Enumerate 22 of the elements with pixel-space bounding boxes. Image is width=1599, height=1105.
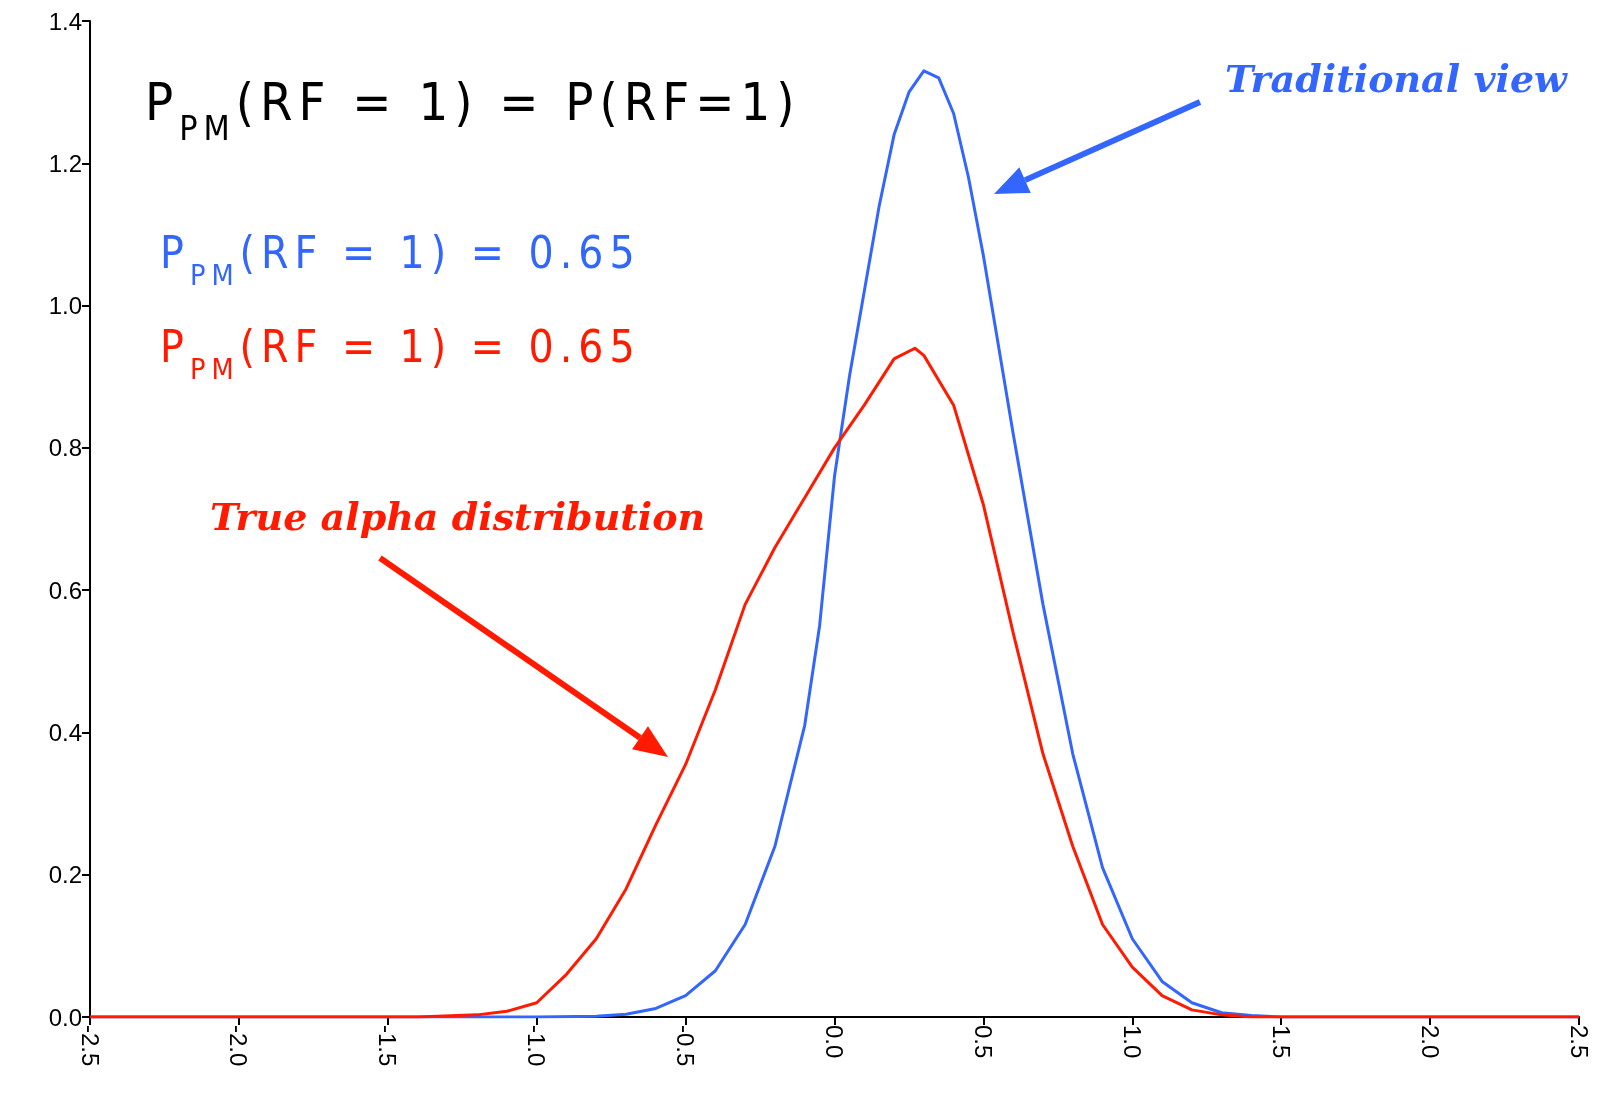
x-tick-label: -0.5 [672, 1025, 700, 1067]
x-tick-label: -1.5 [374, 1025, 402, 1067]
y-tick-label: 0.8 [48, 434, 82, 462]
x-tick-label: -2.0 [225, 1025, 253, 1067]
x-tick-label: -1.0 [523, 1025, 551, 1067]
x-tick-label: 0.0 [821, 1025, 848, 1059]
y-tick-label: 1.2 [48, 149, 82, 177]
x-tick-label: 1.5 [1267, 1025, 1295, 1059]
x-tick-label: 2.0 [1416, 1025, 1444, 1059]
x-tick-label: 1.0 [1118, 1025, 1146, 1059]
y-tick-label: 0.4 [48, 718, 82, 746]
x-tick-label: 2.5 [1565, 1025, 1593, 1059]
y-tick-label: 0.2 [48, 861, 82, 889]
annotation: True alpha distribution [210, 494, 706, 539]
x-tick-label: 0.5 [969, 1025, 997, 1059]
annotation: Traditional view [1225, 56, 1569, 101]
y-tick-label: 1.4 [48, 7, 82, 35]
annotation: P$_{PM}$(RF = 1) = P(RF=1) [145, 72, 801, 148]
y-tick-label: 0.6 [48, 576, 82, 604]
annotation: P$_{PM}$(RF = 1) = 0.65 [160, 321, 641, 386]
y-tick-label: 1.0 [48, 292, 82, 320]
annotation: P$_{PM}$(RF = 1) = 0.65 [160, 227, 641, 292]
